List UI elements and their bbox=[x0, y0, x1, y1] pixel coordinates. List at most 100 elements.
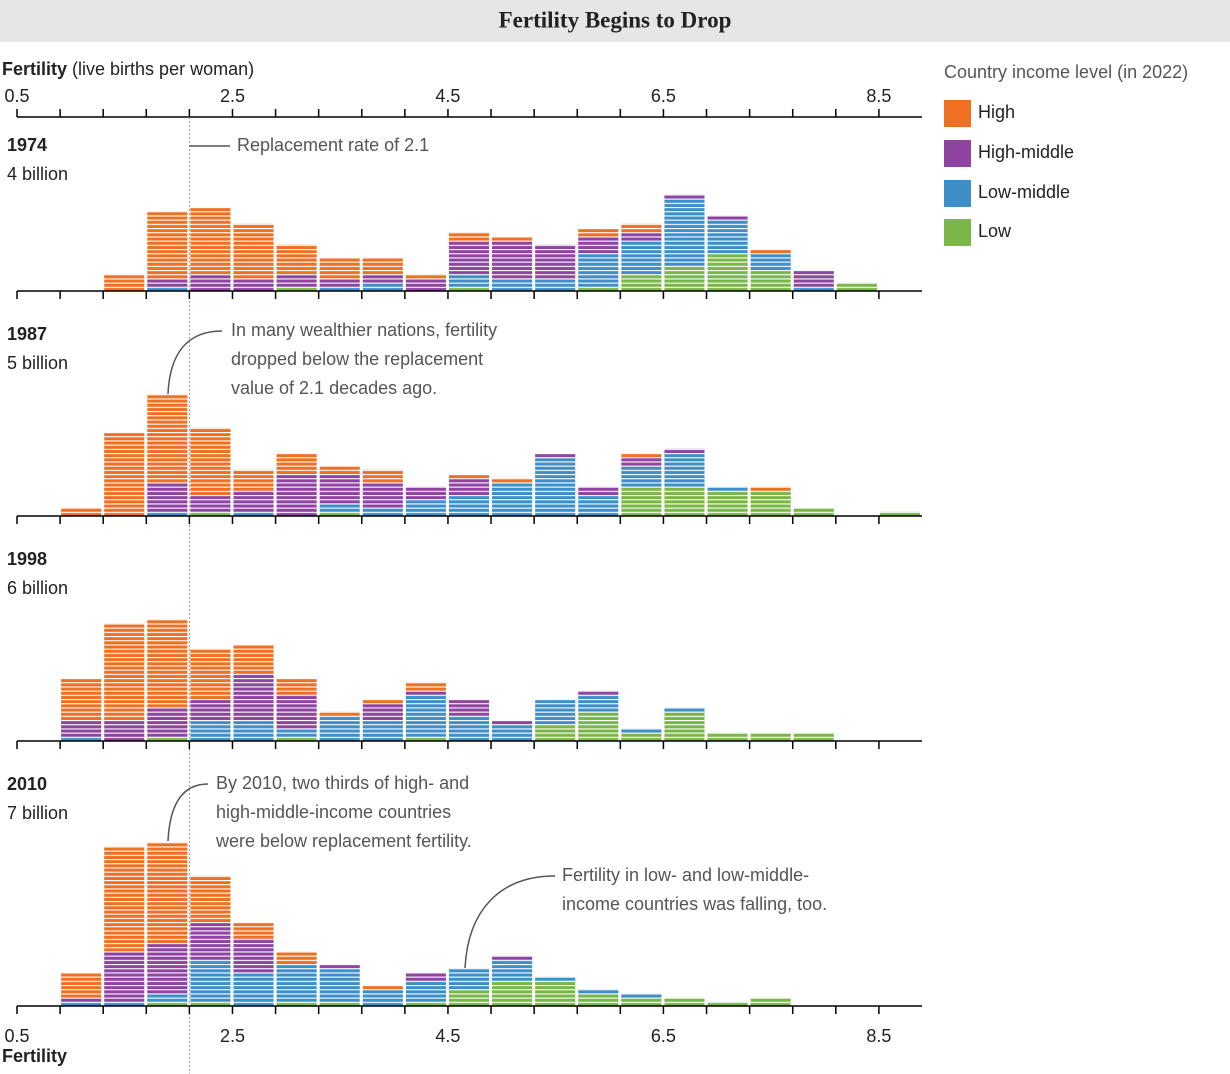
bar-segment bbox=[61, 720, 102, 737]
bar-segment bbox=[405, 736, 446, 741]
annotation-text: By 2010, two thirds of high- and bbox=[216, 773, 469, 793]
bar-segment bbox=[319, 465, 360, 474]
bar-segment bbox=[362, 274, 403, 283]
bar-segment bbox=[535, 457, 576, 516]
bar-segment bbox=[707, 490, 748, 516]
bar-segment bbox=[276, 736, 317, 741]
bar-segment bbox=[362, 720, 403, 741]
bar-segment bbox=[319, 257, 360, 279]
bar-segment bbox=[61, 507, 102, 516]
bar-segment bbox=[61, 997, 102, 1002]
bar-segment bbox=[793, 507, 834, 516]
bar-segment bbox=[750, 490, 791, 516]
bar-segment bbox=[492, 278, 533, 291]
bar-segment bbox=[664, 486, 705, 516]
x-tick-label: 6.5 bbox=[651, 1026, 676, 1046]
bar-segment bbox=[319, 503, 360, 512]
bottom-axis-label: Fertility bbox=[2, 1046, 67, 1066]
x-tick-label: 4.5 bbox=[435, 86, 460, 106]
bar-segment bbox=[535, 699, 576, 725]
annotation-leader bbox=[464, 875, 556, 969]
bar-segment bbox=[664, 194, 705, 199]
x-tick-label: 2.5 bbox=[220, 1026, 245, 1046]
bar-segment bbox=[104, 432, 145, 516]
bar-segment bbox=[750, 249, 791, 254]
bar-segment bbox=[147, 211, 188, 279]
bar-segment bbox=[190, 648, 231, 699]
bar-segment bbox=[664, 448, 705, 453]
bar-segment bbox=[190, 922, 231, 960]
bar-segment bbox=[319, 278, 360, 287]
bar-segment bbox=[405, 690, 446, 695]
bar-segment bbox=[405, 274, 446, 279]
bar-segment bbox=[448, 232, 490, 241]
bar-segment bbox=[448, 715, 490, 741]
bar-segment bbox=[319, 711, 360, 716]
bar-segment bbox=[362, 507, 403, 516]
bar-segment bbox=[535, 453, 576, 458]
bar-segment bbox=[233, 922, 274, 939]
bar-segment bbox=[233, 673, 274, 720]
bar-segment bbox=[492, 240, 533, 279]
legend-swatch bbox=[944, 140, 971, 167]
bar-segment bbox=[319, 286, 360, 291]
bar-segment bbox=[147, 993, 188, 1002]
bar-segment bbox=[621, 240, 662, 275]
bar-segment bbox=[362, 282, 403, 291]
bar-segment bbox=[578, 989, 619, 994]
bar-segment bbox=[621, 486, 662, 516]
bar-segment bbox=[190, 207, 231, 275]
annotation-text: income countries was falling, too. bbox=[562, 894, 827, 914]
bar-segment bbox=[535, 980, 576, 1006]
x-tick-label: 2.5 bbox=[220, 86, 245, 106]
bar-segment bbox=[233, 511, 274, 516]
bar-segment bbox=[448, 989, 490, 1006]
bar-segment bbox=[707, 486, 748, 491]
annotation-text: high-middle-income countries bbox=[216, 802, 451, 822]
bar-segment bbox=[707, 1001, 748, 1006]
bar-segment bbox=[621, 993, 662, 998]
bar-segment bbox=[578, 236, 619, 254]
bar-segment bbox=[190, 495, 231, 512]
bar-segment bbox=[448, 240, 490, 275]
bar-segment bbox=[448, 478, 490, 495]
legend-swatch bbox=[944, 180, 971, 207]
bar-segment bbox=[362, 989, 403, 1006]
bar-segment bbox=[233, 278, 274, 291]
bar-segment bbox=[448, 968, 490, 990]
bar-segment bbox=[190, 720, 231, 741]
bar-segment bbox=[664, 453, 705, 487]
bar-segment bbox=[578, 993, 619, 1006]
axis-label-main: Fertility bbox=[2, 59, 67, 79]
bar-segment bbox=[405, 1001, 446, 1006]
bar-segment bbox=[578, 690, 619, 695]
bar-segment bbox=[276, 964, 317, 1002]
bar-segment bbox=[621, 232, 662, 241]
bar-segment bbox=[362, 699, 403, 704]
bar-segment bbox=[405, 682, 446, 691]
bar-segment bbox=[578, 694, 619, 712]
bar-segment bbox=[578, 228, 619, 237]
x-tick-label: 4.5 bbox=[435, 1026, 460, 1046]
bar-segment bbox=[793, 732, 834, 741]
bar-segment bbox=[276, 694, 317, 729]
bar-segment bbox=[319, 474, 360, 504]
bar-segment bbox=[578, 711, 619, 741]
bar-segment bbox=[492, 478, 533, 483]
bar-segment bbox=[233, 972, 274, 1006]
bar-segment bbox=[276, 678, 317, 695]
bar-segment bbox=[61, 736, 102, 741]
bar-segment bbox=[104, 951, 145, 1002]
bar-segment bbox=[104, 846, 145, 952]
bar-segment bbox=[233, 938, 274, 973]
bar-segment bbox=[233, 720, 274, 741]
bar-segment bbox=[405, 499, 446, 516]
bar-segment bbox=[276, 474, 317, 516]
bar-segment bbox=[233, 469, 274, 491]
x-tick-label: 8.5 bbox=[866, 86, 891, 106]
bar-segment bbox=[707, 215, 748, 220]
bar-segment bbox=[276, 951, 317, 964]
bar-segment bbox=[492, 955, 533, 960]
bar-segment bbox=[707, 732, 748, 741]
